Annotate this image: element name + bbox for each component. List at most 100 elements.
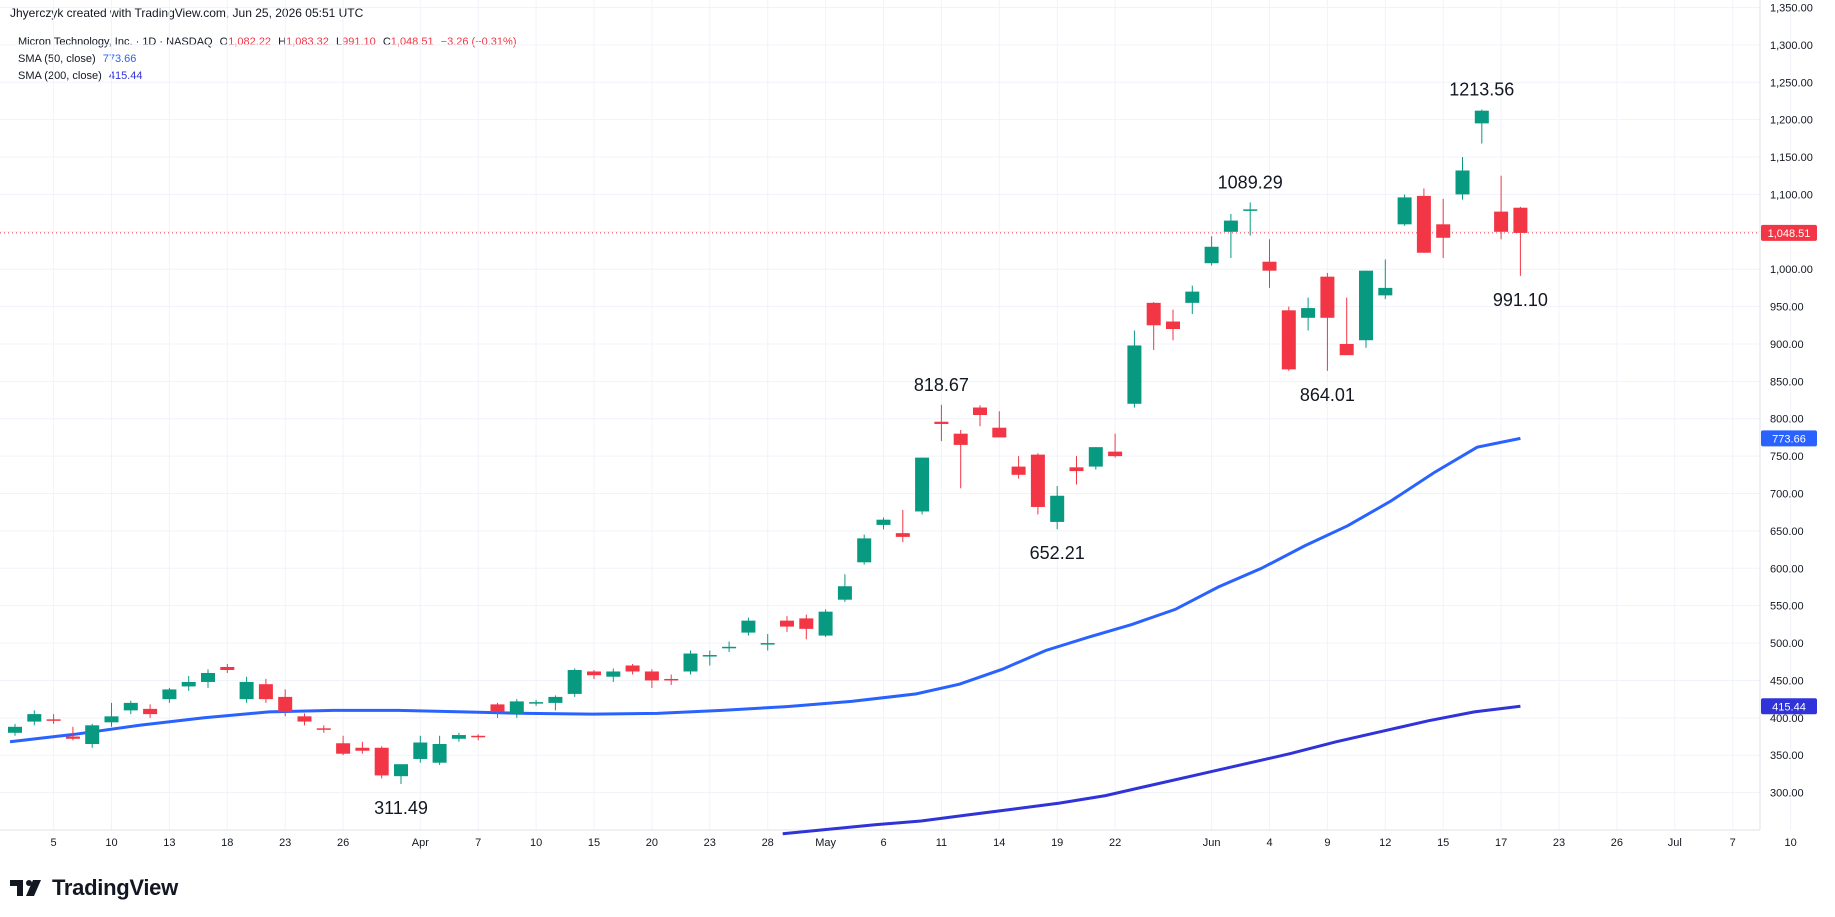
- candle: [316, 725, 331, 733]
- x-tick-label: 13: [163, 837, 175, 849]
- candle-body: [316, 728, 331, 730]
- candle-body: [780, 620, 794, 627]
- candle: [123, 700, 138, 715]
- candle-body: [8, 726, 22, 733]
- candle: [1185, 285, 1200, 315]
- x-tick-label: 15: [1437, 837, 1449, 849]
- candle: [336, 735, 351, 756]
- candle: [1050, 486, 1065, 530]
- candle-body: [1513, 207, 1528, 233]
- candle-body: [973, 407, 987, 415]
- chart-grid: [0, 0, 1792, 830]
- candle: [1281, 306, 1296, 371]
- last-price-badge: 1,048.51: [1761, 224, 1817, 241]
- candle-body: [567, 669, 582, 694]
- candle: [953, 429, 968, 489]
- candle-body: [104, 716, 119, 723]
- candle-body: [1301, 308, 1316, 318]
- candle-body: [220, 666, 235, 670]
- time-axis[interactable]: 5 10 13 18 23 26 Apr 7 10 15 20 23 28 May 6 11 14 19 22 Jun…: [51, 837, 1797, 849]
- candle: [1166, 309, 1180, 341]
- candle-body: [799, 618, 814, 629]
- candle: [104, 702, 119, 727]
- candle: [1204, 236, 1219, 266]
- y-tick-label: 1,250.00: [1770, 77, 1813, 89]
- candle: [181, 675, 196, 691]
- candle-body: [297, 716, 312, 722]
- candle: [85, 723, 100, 748]
- x-tick-label: 22: [1109, 837, 1121, 849]
- candle: [1011, 456, 1026, 479]
- candle-body: [625, 665, 640, 672]
- candle-body: [1378, 287, 1393, 296]
- candle: [837, 574, 852, 602]
- sma50-badge: 773.66: [1761, 430, 1817, 447]
- candle: [895, 509, 910, 543]
- candle-body: [201, 672, 215, 682]
- candle-body: [27, 714, 42, 722]
- candle: [625, 664, 640, 675]
- price-annotation: 1089.29: [1218, 172, 1283, 192]
- candle: [1474, 109, 1489, 144]
- x-tick-label: May: [815, 837, 836, 849]
- candle-body: [65, 736, 80, 739]
- candle-body: [1011, 466, 1026, 475]
- candle-body: [1243, 209, 1258, 211]
- candle: [8, 723, 22, 736]
- candle-body: [702, 655, 717, 657]
- candle-body: [85, 725, 100, 745]
- x-tick-label: 10: [105, 837, 117, 849]
- candle: [201, 669, 215, 688]
- candle-body: [1436, 224, 1451, 238]
- candle-body: [953, 433, 968, 445]
- candle-body: [837, 586, 852, 600]
- candle-body: [1185, 291, 1200, 303]
- candle: [278, 689, 293, 717]
- candle-body: [1397, 197, 1412, 225]
- x-tick-label: 23: [704, 837, 716, 849]
- y-tick-label: 850.00: [1770, 376, 1804, 388]
- sma200-legend-row[interactable]: SMA (200, close) 415.44: [18, 68, 517, 85]
- candle: [529, 699, 544, 706]
- candle: [683, 650, 698, 675]
- sma200-badge-bg: [1761, 698, 1817, 715]
- candle: [722, 641, 737, 653]
- candle: [394, 764, 408, 785]
- candle: [876, 517, 891, 530]
- tradingview-logo[interactable]: TradingView: [10, 875, 178, 901]
- x-tick-label: 23: [279, 837, 291, 849]
- candle-body: [548, 696, 563, 703]
- candle-body: [490, 704, 505, 712]
- candle: [1359, 270, 1373, 348]
- candle: [702, 650, 717, 666]
- x-tick-label: 28: [762, 837, 774, 849]
- candle-body: [1455, 170, 1470, 195]
- candle: [1127, 330, 1142, 408]
- x-tick-label: 10: [530, 837, 542, 849]
- candles: [8, 109, 1528, 785]
- price-axis[interactable]: 300.00 350.00 400.00 450.00 500.00 550.00 600.…: [1770, 2, 1813, 799]
- candle-body: [355, 747, 370, 751]
- candle-body: [1339, 343, 1354, 356]
- price-annotation: 991.10: [1493, 290, 1548, 310]
- candle-body: [1050, 495, 1065, 522]
- x-tick-label: 6: [880, 837, 886, 849]
- candle-body: [374, 747, 389, 776]
- x-tick-label: 18: [221, 837, 233, 849]
- x-tick-label: 9: [1324, 837, 1330, 849]
- price-chart[interactable]: 311.49818.67652.211089.29864.011213.5699…: [0, 0, 1835, 870]
- candle-body: [239, 681, 254, 700]
- sma200-badge: 415.44: [1761, 698, 1817, 715]
- candle-body: [857, 538, 872, 563]
- candle-body: [876, 519, 891, 525]
- candle: [46, 714, 61, 724]
- x-tick-label: 17: [1495, 837, 1507, 849]
- candle-body: [1069, 467, 1084, 472]
- x-tick-label: 7: [475, 837, 481, 849]
- candle-body: [683, 653, 698, 672]
- candle-body: [1108, 451, 1123, 457]
- candle-body: [336, 743, 351, 754]
- candle: [973, 405, 987, 427]
- candle: [297, 713, 312, 726]
- candle-body: [741, 620, 756, 633]
